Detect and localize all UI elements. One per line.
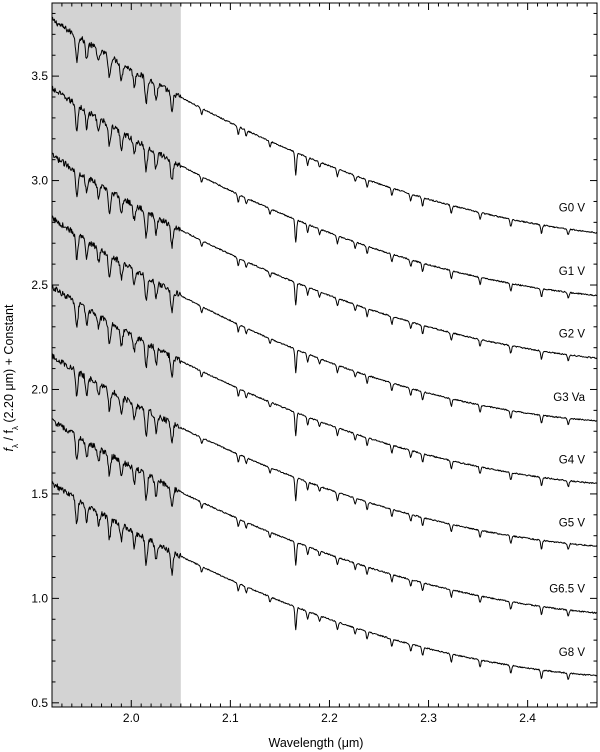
- y-tick-label: 2.5: [31, 278, 48, 292]
- spectrum-g5-v: [51, 353, 597, 550]
- series-label: G2 V: [559, 328, 586, 340]
- x-tick-label: 2.2: [321, 711, 338, 725]
- y-tick-label: 2.0: [31, 382, 48, 396]
- y-axis-title: fλ / fλ (2.20 μm) + Constant: [2, 304, 20, 451]
- y-tick-label: 1.0: [31, 591, 48, 605]
- x-axis-title: Wavelength (μm): [269, 736, 364, 750]
- x-tick-label: 2.3: [420, 711, 437, 725]
- series-labels: G0 V G1 V G2 V G3 Va G4 V G5 V G6.5 V G8 V: [549, 202, 585, 658]
- series-label: G3 Va: [553, 392, 585, 404]
- x-tick-label: 2.1: [222, 711, 239, 725]
- series-label: G6.5 V: [549, 584, 585, 596]
- plot-frame: [51, 2, 598, 708]
- spectrum-g0-v: [51, 16, 598, 235]
- axis-ticks: 2.0 2.1 2.2 2.3 2.4 0.5 1.0 1.5 2.0 2.5 3.0 3.5: [31, 3, 598, 725]
- y-tick-label: 3.0: [31, 174, 48, 188]
- series-label: G8 V: [559, 647, 586, 659]
- x-tick-label: 2.0: [123, 711, 140, 725]
- spectrum-g1-v: [51, 85, 597, 299]
- shaded-region: [52, 3, 181, 707]
- series-label: G4 V: [559, 454, 586, 466]
- spectra-group: [51, 16, 598, 680]
- spectrum-g3-va: [51, 215, 597, 426]
- spectrum-g6-5-v: [51, 418, 597, 617]
- spectrum-g2-v: [51, 152, 597, 362]
- y-tick-label: 3.5: [31, 69, 48, 83]
- spectrum-g8-v: [51, 481, 597, 680]
- x-tick-label: 2.4: [519, 711, 536, 725]
- spectrum-g4-v: [51, 284, 597, 488]
- series-label: G0 V: [559, 202, 586, 214]
- y-tick-label: 0.5: [31, 696, 48, 710]
- series-label: G1 V: [559, 266, 586, 278]
- series-label: G5 V: [559, 517, 586, 529]
- y-tick-label: 1.5: [31, 487, 48, 501]
